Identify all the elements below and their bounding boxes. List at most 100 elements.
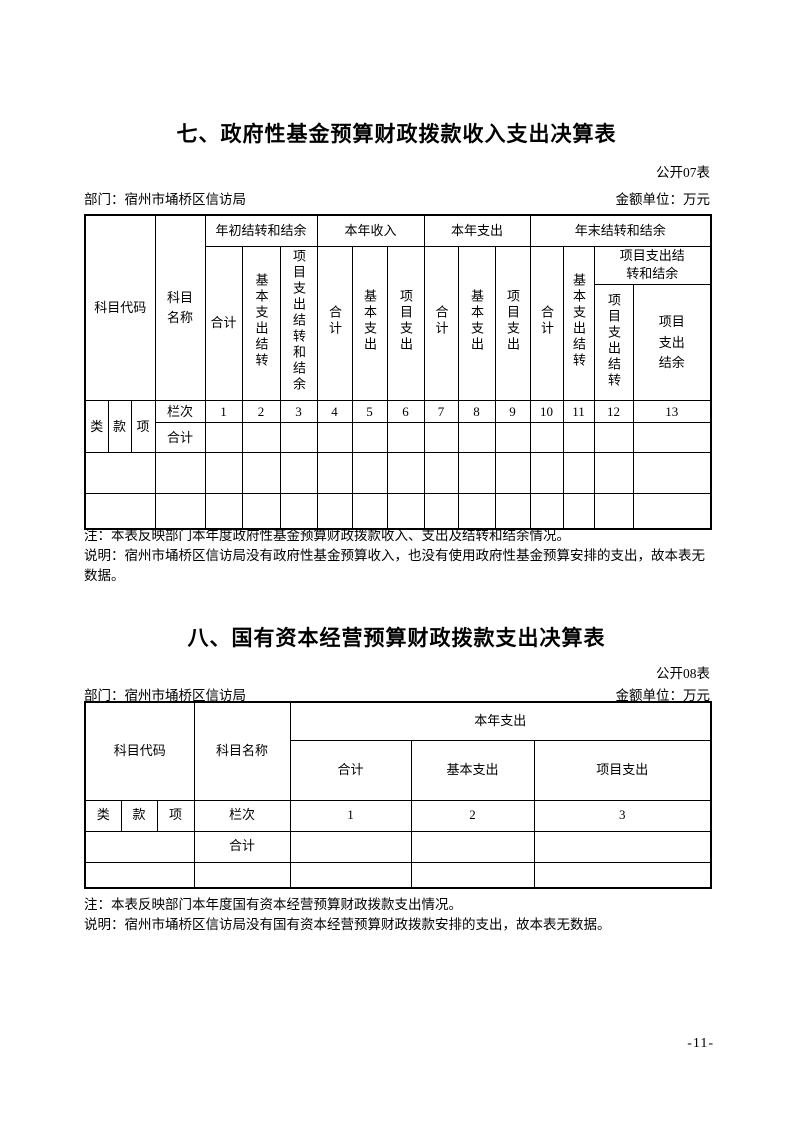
data-cell [562,422,595,454]
data-cell [593,493,634,530]
col-header-total: 合计 [529,245,564,402]
code-sub-kuan: 款 [120,799,158,832]
table7-open-label: 公开07表 [656,165,710,180]
data-cell [457,493,496,530]
group-begin-balance-header: 年初结转和结余 [204,214,318,247]
data-cell [529,422,564,454]
data-cell [279,452,318,495]
data-cell [494,493,531,530]
col-header-project-expense: 项目支出 [533,739,712,801]
col-header-project-expense: 项目支出 [494,245,531,402]
code-cell [84,493,156,530]
data-cell [241,422,281,454]
data-cell [529,493,564,530]
col-number: 1 [289,799,412,832]
table8-notes: 注：本表反映部门本年度国有资本经营预算财政拨款支出情况。 说明：宿州市埇桥区信访… [84,895,712,935]
data-cell [279,422,318,454]
data-cell [204,493,243,530]
data-cell [289,830,412,863]
data-cell [562,452,595,495]
table8-title: 八、国有资本经营预算财政拨款支出决算表 [187,627,606,650]
col-header-project-carryover: 项目支出结转 [593,284,634,402]
code-cell [84,861,195,889]
col-number: 9 [494,400,531,424]
code-cell [84,452,156,495]
col-number: 8 [457,400,496,424]
data-cell [457,452,496,495]
data-cell [316,452,353,495]
name-cell [154,452,206,495]
code-cell [84,830,195,863]
data-cell [410,830,535,863]
data-cell [533,830,712,863]
data-cell [457,422,496,454]
code-sub-lei: 类 [84,400,109,454]
table7: 科目代码 科目名称 年初结转和结余 本年收入 本年支出 年末结转和结余 合计 基… [84,214,713,530]
data-cell [386,493,425,530]
col-header-project-balance: 项目支出结余 [632,284,712,402]
subgroup-project-carryover-balance-header: 项目支出结转和结余 [593,245,712,286]
lanci-label: 栏次 [154,400,206,424]
col-header-basic-carryover: 基本支出结转 [562,245,595,402]
table8-department: 部门：宿州市埇桥区信访局 [84,688,246,703]
table7-notes: 注：本表反映部门本年度政府性基金预算财政拨款收入、支出及结转和结余情况。 说明：… [84,526,712,586]
table7-department: 部门：宿州市埇桥区信访局 [84,192,246,207]
col-number: 5 [351,400,388,424]
data-cell [529,452,564,495]
col-header-basic-expense: 基本支出 [351,245,388,402]
col-number: 4 [316,400,353,424]
data-cell [632,452,712,495]
data-cell [423,452,459,495]
row-label-total: 合计 [154,422,206,454]
data-cell [316,493,353,530]
table8-meta-row: 部门：宿州市埇桥区信访局 金额单位：万元 [84,684,710,704]
table7-unit-label: 金额单位：万元 [615,192,711,207]
data-cell [386,452,425,495]
table8-explanation: 说明：宿州市埇桥区信访局没有国有资本经营预算财政拨款安排的支出，故本表无数据。 [84,917,611,932]
data-cell [494,452,531,495]
col-number: 3 [533,799,712,832]
data-cell [562,493,595,530]
data-cell [386,422,425,454]
group-end-balance-header: 年末结转和结余 [529,214,712,247]
col-header-basic-expense: 基本支出 [457,245,496,402]
page-number: -11- [687,1036,714,1051]
name-cell [193,861,291,889]
col-header-total: 合计 [204,245,243,402]
col-header-basic-expense: 基本支出 [410,739,535,801]
col-header-total: 合计 [316,245,353,402]
group-year-expense-header: 本年支出 [289,701,712,741]
code-sub-xiang: 项 [156,799,195,832]
table8-unit-label: 金额单位：万元 [615,688,711,703]
table8: 科目代码 科目名称 本年支出 合计 基本支出 项目支出 类 款 项 栏次 1 2… [84,701,713,889]
col-number: 11 [562,400,595,424]
col-number: 1 [204,400,243,424]
data-cell [423,422,459,454]
row-label-total: 合计 [193,830,291,863]
table8-open-label: 公开08表 [656,666,710,681]
data-cell [204,452,243,495]
col-header-project-expense: 项目支出 [386,245,425,402]
data-cell [351,452,388,495]
group-year-expense-header: 本年支出 [423,214,531,247]
subject-name-header: 科目名称 [193,701,291,801]
subject-name-header: 科目名称 [154,214,206,402]
code-sub-xiang: 项 [130,400,156,454]
data-cell [423,493,459,530]
data-cell [204,422,243,454]
data-cell [241,493,281,530]
table7-note: 注：本表反映部门本年度政府性基金预算财政拨款收入、支出及结转和结余情况。 [84,528,570,543]
data-cell [533,861,712,889]
col-number: 2 [410,799,535,832]
data-cell [316,422,353,454]
data-cell [593,452,634,495]
data-cell [632,422,712,454]
table7-explanation: 说明：宿州市埇桥区信访局没有政府性基金预算收入，也没有使用政府性基金预算安排的支… [84,548,705,583]
data-cell [410,861,535,889]
data-cell [351,493,388,530]
col-number: 2 [241,400,281,424]
data-cell [279,493,318,530]
code-sub-kuan: 款 [107,400,132,454]
col-number: 3 [279,400,318,424]
